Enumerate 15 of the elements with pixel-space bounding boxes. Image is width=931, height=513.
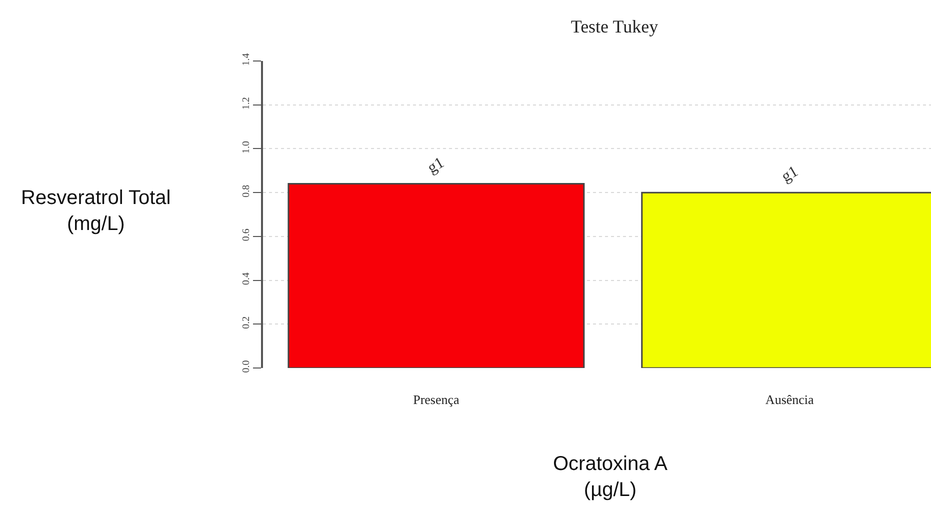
x-axis-title: Ocratoxina A (µg/L) [553, 453, 668, 501]
x-tick-label: Presença [413, 392, 460, 407]
y-tick-label: 0.6 [241, 228, 252, 242]
y-tick-label: 1.4 [241, 53, 252, 66]
annotation: g1 [778, 162, 802, 186]
annotation: g1 [424, 154, 448, 177]
y-axis-title: Resveratrol Total (mg/L) [21, 187, 171, 235]
y-tick-label: 0.4 [241, 272, 252, 286]
x-tick-label: Ausência [765, 392, 814, 407]
y-tick-label: 0.8 [241, 184, 252, 198]
y-tick-label: 0.0 [241, 360, 252, 373]
y-tick-label: 1.2 [241, 97, 252, 110]
y-tick-label: 1.0 [241, 140, 252, 154]
chart-title: Teste Tukey [570, 16, 658, 36]
y-tick-label: 0.2 [241, 316, 252, 329]
